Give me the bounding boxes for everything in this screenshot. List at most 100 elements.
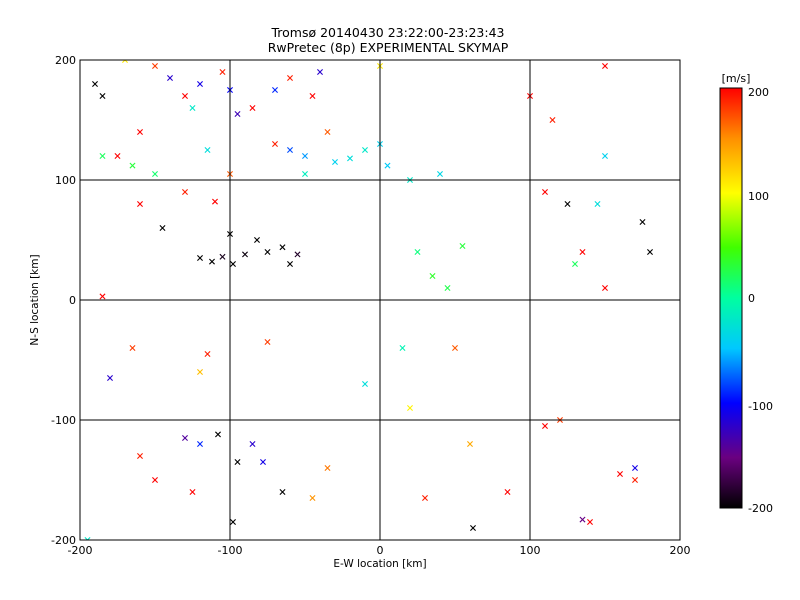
data-point bbox=[197, 369, 203, 375]
data-point bbox=[332, 159, 338, 165]
data-point bbox=[324, 465, 331, 471]
data-points bbox=[84, 60, 653, 540]
x-tick-label: -100 bbox=[218, 544, 243, 557]
data-point bbox=[309, 495, 316, 501]
data-point bbox=[182, 435, 188, 441]
data-point bbox=[362, 147, 368, 153]
data-point bbox=[84, 537, 91, 540]
colorbar: [m/s] 200 100 0 -100 -200 bbox=[719, 72, 773, 515]
data-point bbox=[219, 69, 226, 75]
chart-subtitle: RwPretec (8p) EXPERIMENTAL SKYMAP bbox=[268, 40, 509, 55]
data-point bbox=[107, 375, 113, 381]
data-point bbox=[234, 459, 241, 465]
data-point bbox=[152, 171, 158, 177]
data-point bbox=[579, 249, 586, 255]
data-point bbox=[182, 189, 188, 195]
data-point bbox=[152, 63, 158, 69]
data-point bbox=[347, 155, 353, 162]
data-point bbox=[99, 293, 106, 300]
y-axis-label: N-S location [km] bbox=[29, 254, 41, 345]
data-point bbox=[602, 285, 608, 291]
data-point bbox=[504, 489, 511, 495]
data-point bbox=[209, 258, 215, 265]
data-point bbox=[272, 141, 278, 147]
y-tick-label: -200 bbox=[51, 534, 76, 547]
colorbar-tick-label: -100 bbox=[748, 400, 773, 413]
colorbar-tick-label: -200 bbox=[748, 502, 773, 515]
data-point bbox=[215, 431, 221, 438]
data-point bbox=[549, 117, 556, 123]
data-point bbox=[422, 495, 428, 501]
data-point bbox=[579, 516, 586, 523]
colorbar-tick-label: 200 bbox=[748, 86, 769, 99]
data-point bbox=[242, 251, 248, 258]
data-point bbox=[129, 345, 136, 351]
data-point bbox=[99, 93, 106, 99]
data-point bbox=[414, 249, 421, 255]
data-point bbox=[542, 189, 548, 195]
data-point bbox=[137, 201, 143, 207]
grid-lines bbox=[80, 60, 680, 540]
y-tick-label: -100 bbox=[51, 414, 76, 427]
data-point bbox=[594, 201, 601, 207]
data-point bbox=[287, 261, 293, 267]
x-tick-label: 200 bbox=[670, 544, 691, 557]
data-point bbox=[197, 81, 203, 87]
data-point bbox=[452, 345, 458, 351]
data-point bbox=[302, 153, 308, 159]
data-point bbox=[230, 261, 236, 267]
data-point bbox=[632, 477, 638, 483]
data-point bbox=[249, 105, 256, 111]
data-point bbox=[459, 243, 466, 249]
chart-title: Tromsø 20140430 23:22:00-23:23:43 bbox=[270, 25, 504, 40]
data-point bbox=[219, 253, 226, 260]
x-tick-label: 0 bbox=[377, 544, 384, 557]
data-point bbox=[254, 237, 260, 243]
data-point bbox=[564, 201, 571, 207]
data-point bbox=[302, 171, 308, 177]
x-axis-label: E-W location [km] bbox=[333, 558, 426, 570]
data-point bbox=[467, 441, 473, 447]
y-tick-label: 100 bbox=[55, 174, 76, 187]
data-point bbox=[137, 129, 143, 135]
y-tick-label: 0 bbox=[69, 294, 76, 307]
data-point bbox=[542, 423, 548, 429]
colorbar-tick-label: 0 bbox=[748, 292, 755, 305]
data-point bbox=[287, 147, 293, 153]
colorbar-frame bbox=[719, 87, 743, 509]
data-point bbox=[407, 405, 413, 411]
data-point bbox=[264, 249, 271, 255]
data-point bbox=[197, 441, 203, 447]
data-point bbox=[272, 87, 278, 93]
data-point bbox=[572, 261, 578, 267]
data-point bbox=[122, 60, 128, 63]
data-point bbox=[399, 345, 406, 351]
data-point bbox=[317, 69, 323, 75]
data-point bbox=[234, 111, 241, 117]
data-point bbox=[602, 63, 608, 69]
data-point bbox=[617, 471, 623, 477]
data-point bbox=[129, 162, 136, 169]
data-point bbox=[249, 441, 256, 447]
data-point bbox=[197, 255, 203, 261]
data-point bbox=[204, 147, 211, 153]
data-point bbox=[632, 465, 638, 471]
colorbar-gradient bbox=[720, 88, 742, 508]
data-point bbox=[602, 153, 608, 159]
colorbar-label: [m/s] bbox=[722, 72, 751, 85]
data-point bbox=[384, 162, 391, 169]
data-point bbox=[639, 219, 646, 225]
data-point bbox=[587, 519, 593, 525]
data-point bbox=[444, 285, 451, 291]
data-point bbox=[99, 153, 106, 159]
data-point bbox=[159, 225, 166, 231]
data-point bbox=[182, 93, 188, 99]
data-point bbox=[167, 75, 173, 81]
data-point bbox=[470, 525, 476, 531]
colorbar-tick-label: 100 bbox=[748, 190, 769, 203]
data-point bbox=[324, 129, 331, 135]
data-point bbox=[152, 477, 158, 483]
data-point bbox=[287, 75, 293, 81]
data-point bbox=[264, 339, 271, 345]
